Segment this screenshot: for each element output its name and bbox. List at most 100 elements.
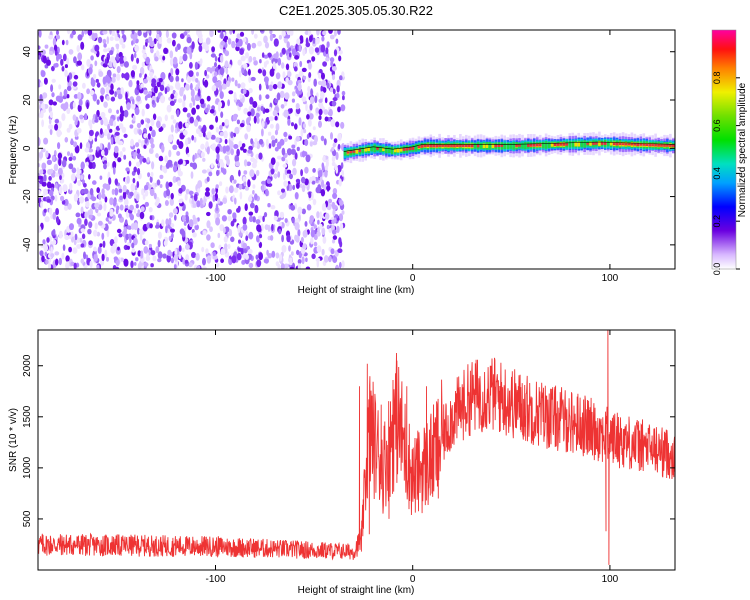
noise-blob xyxy=(154,56,159,62)
noise-blob xyxy=(250,108,255,117)
ridge-segment xyxy=(429,144,433,148)
noise-blob xyxy=(38,30,42,38)
noise-blob xyxy=(40,148,46,153)
noise-blob xyxy=(243,181,247,187)
noise-blob xyxy=(157,258,162,263)
noise-blob xyxy=(283,109,289,118)
noise-blob xyxy=(157,231,162,239)
noise-blob xyxy=(124,219,128,226)
noise-blob xyxy=(265,94,270,100)
noise-blob xyxy=(242,242,248,249)
noise-blob xyxy=(116,73,121,81)
noise-blob xyxy=(242,216,247,225)
noise-blob xyxy=(229,185,234,194)
noise-blob xyxy=(83,183,87,188)
noise-blob xyxy=(94,202,100,209)
noise-blob xyxy=(216,152,220,161)
noise-blob xyxy=(170,228,175,233)
noise-blob xyxy=(278,34,283,40)
noise-blob xyxy=(135,204,139,209)
noise-blob xyxy=(304,30,309,35)
noise-blob xyxy=(320,135,325,142)
noise-blob xyxy=(341,90,346,96)
noise-blob xyxy=(84,30,88,35)
noise-blob xyxy=(74,145,80,154)
noise-blob xyxy=(338,237,342,245)
noise-blob xyxy=(40,201,43,209)
noise-blob xyxy=(321,227,326,236)
noise-blob xyxy=(335,152,339,160)
spectrogram-xlabel: Height of straight line (km) xyxy=(298,285,415,296)
noise-blob xyxy=(226,157,230,166)
noise-blob xyxy=(303,123,306,129)
noise-blob xyxy=(157,239,161,248)
ridge-segment xyxy=(447,144,450,148)
noise-blob xyxy=(66,57,70,65)
noise-blob xyxy=(98,71,104,77)
noise-blob xyxy=(221,215,227,222)
noise-blob xyxy=(40,49,46,56)
ridge-segment xyxy=(497,144,501,147)
noise-blob xyxy=(175,68,180,76)
noise-blob xyxy=(93,254,97,262)
noise-blob xyxy=(217,232,221,239)
noise-blob xyxy=(272,83,278,90)
noise-blob xyxy=(188,190,194,195)
noise-blob xyxy=(315,257,321,262)
noise-blob xyxy=(206,176,210,182)
noise-blob xyxy=(172,56,178,65)
noise-blob xyxy=(87,228,92,235)
noise-blob xyxy=(199,58,203,65)
noise-blob xyxy=(116,109,119,115)
noise-blob xyxy=(231,40,236,49)
noise-blob xyxy=(127,225,132,230)
snr-xtick-label: -100 xyxy=(205,574,225,585)
noise-blob xyxy=(55,34,61,40)
noise-blob xyxy=(265,84,269,90)
noise-blob xyxy=(123,56,127,62)
noise-blob xyxy=(337,248,343,254)
noise-blob xyxy=(80,258,85,264)
noise-blob xyxy=(339,200,344,206)
ridge-segment xyxy=(382,147,385,151)
noise-blob xyxy=(339,213,343,221)
noise-blob xyxy=(114,33,118,41)
noise-blob xyxy=(170,192,174,200)
noise-blob xyxy=(117,157,122,163)
noise-blob xyxy=(117,213,122,219)
noise-blob xyxy=(253,115,257,124)
noise-blob xyxy=(97,36,103,44)
noise-blob xyxy=(104,74,110,83)
noise-blob xyxy=(59,175,62,180)
noise-blob xyxy=(291,217,295,224)
ridge-segment xyxy=(601,142,604,145)
noise-blob xyxy=(219,67,225,76)
noise-blob xyxy=(309,141,313,147)
noise-blob xyxy=(306,91,311,98)
noise-blob xyxy=(114,187,119,196)
noise-blob xyxy=(91,196,97,202)
noise-blob xyxy=(95,132,98,138)
noise-blob xyxy=(186,47,192,55)
noise-blob xyxy=(53,163,59,172)
noise-blob xyxy=(251,30,255,35)
noise-blob xyxy=(54,194,58,202)
noise-blob xyxy=(335,121,340,128)
noise-blob xyxy=(223,236,228,243)
noise-blob xyxy=(325,57,330,62)
noise-blob xyxy=(64,101,69,110)
noise-blob xyxy=(176,109,180,118)
noise-blob xyxy=(331,161,336,167)
noise-blob xyxy=(66,94,70,99)
noise-blob xyxy=(178,121,183,130)
noise-blob xyxy=(194,96,201,102)
colorbar-label: Normalized spectral amplitude xyxy=(737,82,748,217)
noise-blob xyxy=(287,71,292,78)
noise-blob xyxy=(220,40,226,46)
noise-blob xyxy=(193,193,198,202)
noise-blob xyxy=(323,255,329,263)
noise-blob xyxy=(63,205,69,211)
noise-blob xyxy=(53,44,58,52)
noise-blob xyxy=(49,189,54,197)
